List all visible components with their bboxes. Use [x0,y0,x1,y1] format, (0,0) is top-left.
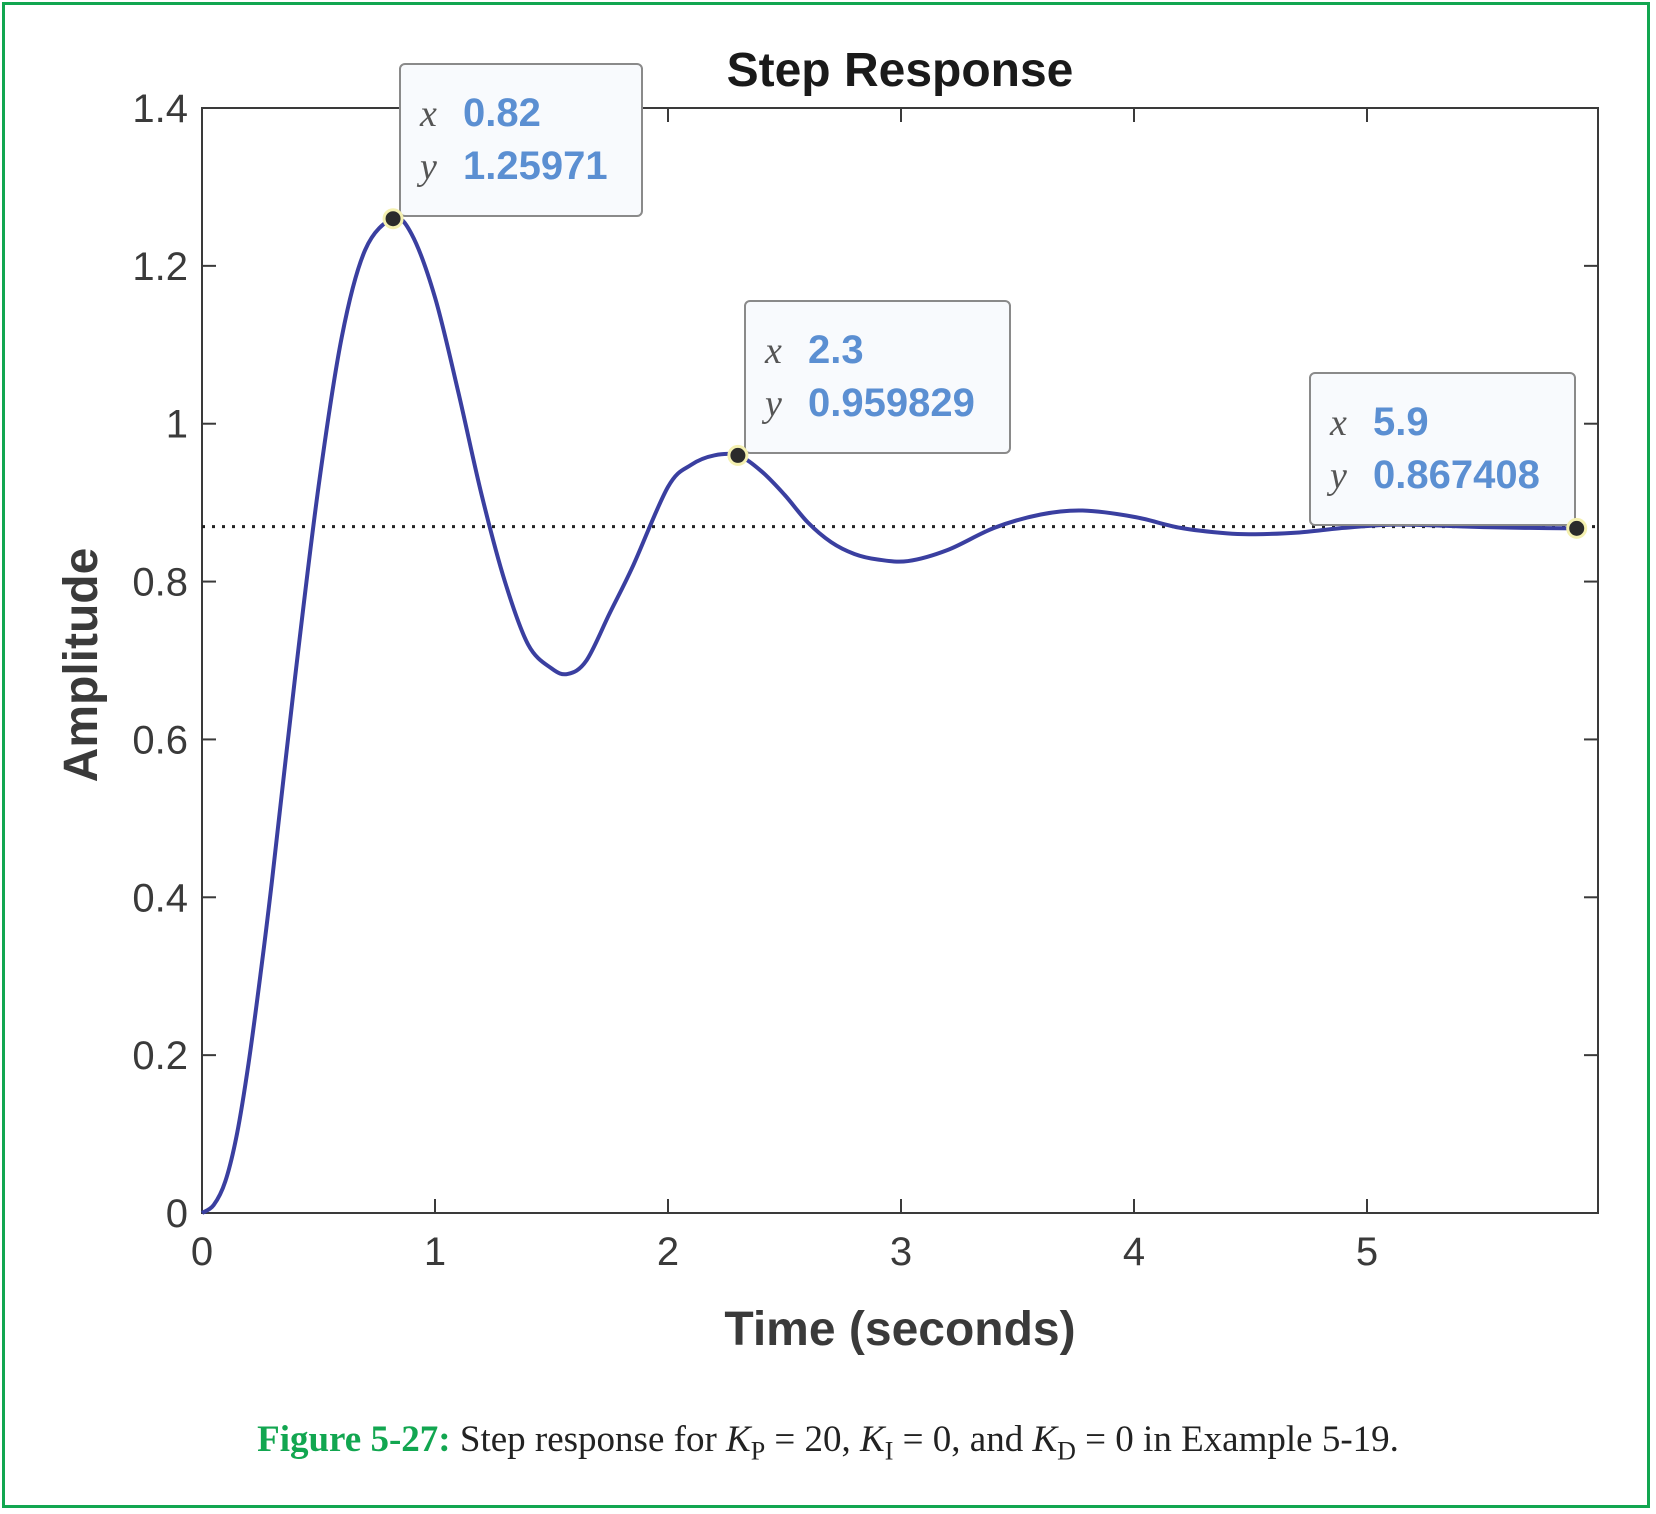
datatip-box [399,63,643,217]
datatip-box [744,300,1011,454]
y-tick-label: 1 [166,403,188,447]
ki-value: = 0, and [893,1419,1033,1460]
datatip-y-key: y [416,146,437,188]
y-tick-label: 1.4 [132,87,188,131]
kp-symbol: K [726,1419,751,1460]
datatip-y-value: 1.25971 [463,144,608,188]
x-tick-label: 0 [191,1230,213,1274]
y-tick-label: 0.4 [132,876,188,920]
y-axis-title: Amplitude [55,548,108,783]
y-tick-label: 1.2 [132,245,188,289]
x-tick-label: 4 [1123,1230,1145,1274]
y-tick-label: 0.2 [132,1034,188,1078]
figure-label: Figure 5-27: [257,1419,451,1460]
kp-subscript: P [750,1436,766,1466]
ki-symbol: K [860,1419,885,1460]
datatip-y-value: 0.867408 [1373,453,1540,497]
x-tick-label: 3 [890,1230,912,1274]
ki-subscript: I [884,1436,894,1466]
axes-box [201,107,1599,1214]
step-response-line [200,216,1577,1215]
x-tick-label: 5 [1356,1230,1378,1274]
kp-value: = 20, [765,1419,861,1460]
plot-area: 0 1 2 3 4 5 0 0.2 0.4 0.6 0.8 1 1.2 1.4 x 0.82 y 1.25971 x… [132,63,1599,1274]
y-tick-label: 0.8 [132,561,188,605]
datatip-marker [382,208,404,230]
kd-value: = 0 in Example 5-19. [1075,1419,1399,1460]
datatip-y-key: y [761,383,782,425]
datatip-x-key: x [1329,402,1347,444]
x-tick-label: 2 [657,1230,679,1274]
datatip-x-key: x [419,93,437,135]
y-tick-label: 0.6 [132,718,188,762]
chart-title: Step Response [727,44,1074,97]
x-axis-title: Time (seconds) [724,1303,1075,1356]
datatip-box [1309,372,1576,526]
datatip-x-value: 0.82 [463,91,541,135]
y-tick-label: 0 [166,1192,188,1236]
caption-text: Step response for [450,1419,727,1460]
datatip-y-value: 0.959829 [808,381,975,425]
datatip-y-key: y [1326,455,1347,497]
datatip-x-key: x [764,330,782,372]
datatip-marker [727,444,749,466]
figure-caption: Figure 5-27: Step response for KP = 20, … [0,1418,1656,1466]
kd-subscript: D [1057,1436,1076,1466]
kd-symbol: K [1032,1419,1058,1460]
datatip-marker [1566,517,1588,539]
datatip-x-value: 2.3 [808,328,864,372]
datatip-x-value: 5.9 [1373,400,1429,444]
x-tick-label: 1 [424,1230,446,1274]
